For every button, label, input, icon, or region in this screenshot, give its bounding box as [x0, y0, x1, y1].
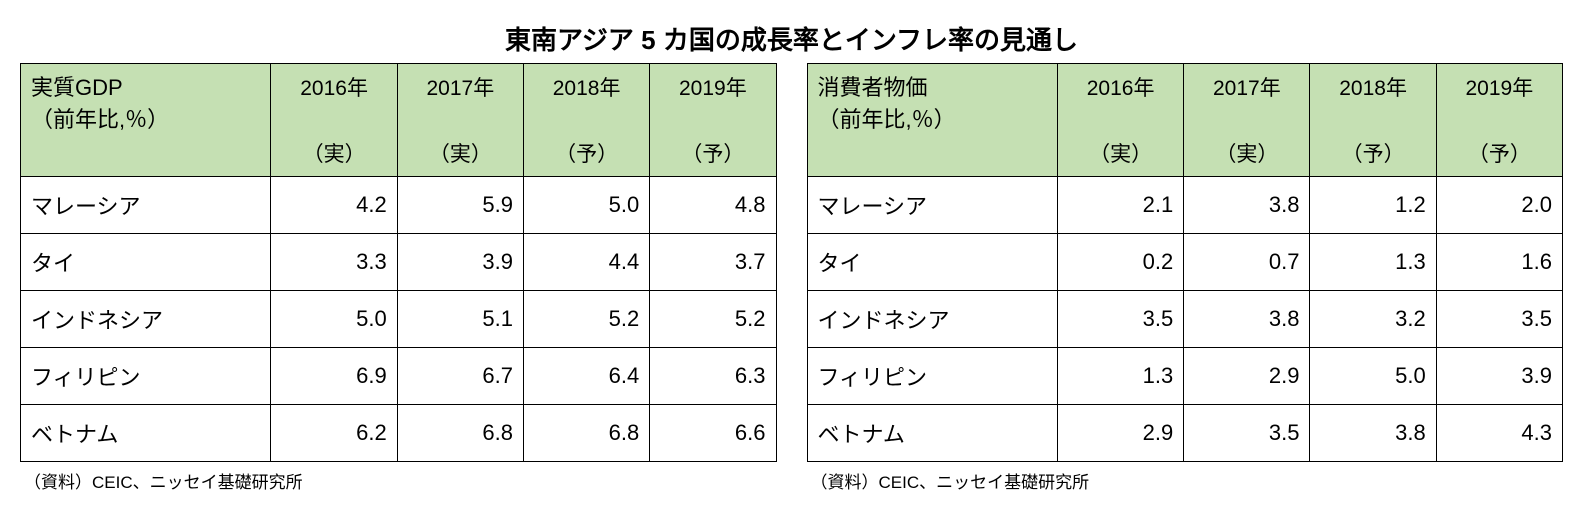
country-cell: フィリピン	[807, 348, 1057, 405]
value-cell: 5.2	[523, 291, 649, 348]
cpi-table: 消費者物価 （前年比,％） 2016年 （実）	[807, 63, 1564, 462]
value-cell: 2.0	[1436, 177, 1562, 234]
value-cell: 3.5	[1184, 405, 1310, 462]
country-cell: ベトナム	[807, 405, 1057, 462]
value-cell: 5.0	[1310, 348, 1436, 405]
value-cell: 5.1	[397, 291, 523, 348]
value-cell: 3.5	[1436, 291, 1562, 348]
country-cell: フィリピン	[21, 348, 271, 405]
table-row: インドネシア 3.5 3.8 3.2 3.5	[807, 291, 1563, 348]
value-cell: 5.2	[650, 291, 776, 348]
value-cell: 0.2	[1057, 234, 1183, 291]
table-row: タイ 0.2 0.7 1.3 1.6	[807, 234, 1563, 291]
value-cell: 2.9	[1184, 348, 1310, 405]
value-cell: 4.2	[271, 177, 397, 234]
table-row: ベトナム 6.2 6.8 6.8 6.6	[21, 405, 777, 462]
cpi-source: （資料）CEIC、ニッセイ基礎研究所	[807, 468, 1564, 493]
gdp-year-2: 2018年 （予）	[523, 64, 649, 177]
value-cell: 6.8	[397, 405, 523, 462]
country-cell: インドネシア	[21, 291, 271, 348]
country-cell: インドネシア	[807, 291, 1057, 348]
year-type: （実）	[303, 138, 366, 168]
value-cell: 2.1	[1057, 177, 1183, 234]
value-cell: 4.8	[650, 177, 776, 234]
gdp-table: 実質GDP （前年比,％） 2016年 （実）	[20, 63, 777, 462]
year-label: 2018年	[553, 72, 621, 102]
year-label: 2018年	[1339, 72, 1407, 102]
year-type: （予）	[1342, 138, 1405, 168]
year-label: 2016年	[1087, 72, 1155, 102]
cpi-year-3: 2019年 （予）	[1436, 64, 1562, 177]
year-label: 2016年	[300, 72, 368, 102]
table-row: マレーシア 4.2 5.9 5.0 4.8	[21, 177, 777, 234]
value-cell: 6.3	[650, 348, 776, 405]
year-type: （実）	[1215, 138, 1278, 168]
year-type: （実）	[429, 138, 492, 168]
country-cell: マレーシア	[807, 177, 1057, 234]
cpi-metric-sublabel: （前年比,％）	[818, 102, 1047, 134]
value-cell: 0.7	[1184, 234, 1310, 291]
value-cell: 3.2	[1310, 291, 1436, 348]
cpi-year-0: 2016年 （実）	[1057, 64, 1183, 177]
year-label: 2019年	[1466, 72, 1534, 102]
value-cell: 3.8	[1310, 405, 1436, 462]
value-cell: 1.2	[1310, 177, 1436, 234]
value-cell: 5.0	[271, 291, 397, 348]
value-cell: 6.6	[650, 405, 776, 462]
cpi-year-2: 2018年 （予）	[1310, 64, 1436, 177]
value-cell: 3.9	[397, 234, 523, 291]
country-cell: マレーシア	[21, 177, 271, 234]
gdp-metric-header: 実質GDP （前年比,％）	[21, 64, 271, 177]
value-cell: 3.9	[1436, 348, 1562, 405]
value-cell: 1.6	[1436, 234, 1562, 291]
value-cell: 6.2	[271, 405, 397, 462]
value-cell: 3.8	[1184, 291, 1310, 348]
year-label: 2019年	[679, 72, 747, 102]
table-row: インドネシア 5.0 5.1 5.2 5.2	[21, 291, 777, 348]
table-row: マレーシア 2.1 3.8 1.2 2.0	[807, 177, 1563, 234]
table-row: タイ 3.3 3.9 4.4 3.7	[21, 234, 777, 291]
gdp-year-3: 2019年 （予）	[650, 64, 776, 177]
cpi-table-block: 消費者物価 （前年比,％） 2016年 （実）	[807, 63, 1564, 493]
table-row: フィリピン 6.9 6.7 6.4 6.3	[21, 348, 777, 405]
tables-wrapper: 実質GDP （前年比,％） 2016年 （実）	[20, 63, 1563, 493]
value-cell: 5.9	[397, 177, 523, 234]
value-cell: 3.3	[271, 234, 397, 291]
value-cell: 4.4	[523, 234, 649, 291]
value-cell: 6.8	[523, 405, 649, 462]
cpi-year-1: 2017年 （実）	[1184, 64, 1310, 177]
gdp-year-0: 2016年 （実）	[271, 64, 397, 177]
table-row: ベトナム 2.9 3.5 3.8 4.3	[807, 405, 1563, 462]
value-cell: 2.9	[1057, 405, 1183, 462]
value-cell: 4.3	[1436, 405, 1562, 462]
gdp-source: （資料）CEIC、ニッセイ基礎研究所	[20, 468, 777, 493]
value-cell: 6.4	[523, 348, 649, 405]
gdp-metric-sublabel: （前年比,％）	[31, 102, 260, 134]
cpi-metric-header: 消費者物価 （前年比,％）	[807, 64, 1057, 177]
year-label: 2017年	[1213, 72, 1281, 102]
table-row: フィリピン 1.3 2.9 5.0 3.9	[807, 348, 1563, 405]
value-cell: 6.9	[271, 348, 397, 405]
value-cell: 5.0	[523, 177, 649, 234]
year-type: （予）	[681, 138, 744, 168]
value-cell: 1.3	[1310, 234, 1436, 291]
year-type: （実）	[1089, 138, 1152, 168]
value-cell: 1.3	[1057, 348, 1183, 405]
value-cell: 6.7	[397, 348, 523, 405]
country-cell: ベトナム	[21, 405, 271, 462]
value-cell: 3.7	[650, 234, 776, 291]
country-cell: タイ	[807, 234, 1057, 291]
gdp-metric-label: 実質GDP	[31, 70, 260, 102]
value-cell: 3.8	[1184, 177, 1310, 234]
page-title: 東南アジア 5 カ国の成長率とインフレ率の見通し	[20, 20, 1563, 57]
year-type: （予）	[1468, 138, 1531, 168]
value-cell: 3.5	[1057, 291, 1183, 348]
year-label: 2017年	[427, 72, 495, 102]
gdp-table-block: 実質GDP （前年比,％） 2016年 （実）	[20, 63, 777, 493]
report-container: 東南アジア 5 カ国の成長率とインフレ率の見通し 実質GDP	[20, 20, 1563, 493]
year-type: （予）	[555, 138, 618, 168]
gdp-year-1: 2017年 （実）	[397, 64, 523, 177]
cpi-metric-label: 消費者物価	[818, 70, 1047, 102]
country-cell: タイ	[21, 234, 271, 291]
